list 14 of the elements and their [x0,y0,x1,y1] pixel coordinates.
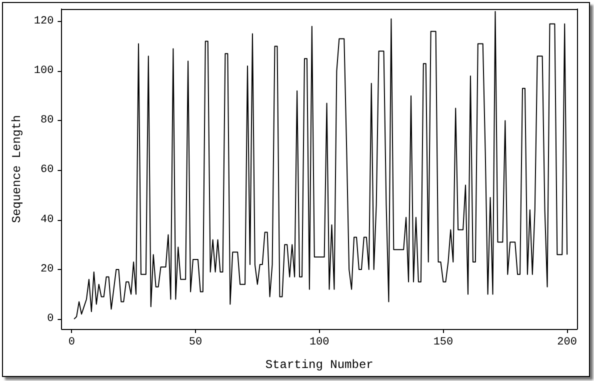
y-tick-label: 100 [34,65,54,78]
x-tick-label: 0 [68,336,75,348]
y-tick-label: 60 [40,164,54,176]
x-tick-label: 200 [557,336,577,348]
y-tick-label: 20 [40,263,54,276]
x-tick-label: 50 [188,336,202,348]
y-axis-title: Sequence Length [10,114,24,224]
x-tick-label: 150 [433,336,454,348]
y-tick-label: 40 [40,214,54,226]
y-tick-label: 80 [40,114,54,127]
x-tick-label: 100 [309,336,330,348]
y-tick-label: 0 [47,313,54,326]
y-tick-label: 120 [34,15,54,28]
x-axis-title: Starting Number [265,358,374,372]
